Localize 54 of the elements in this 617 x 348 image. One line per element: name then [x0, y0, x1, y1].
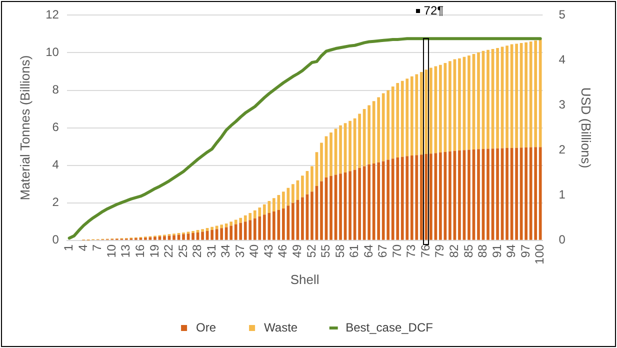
legend-label: Best_case_DCF: [346, 320, 433, 334]
x-tick-label: 22: [162, 244, 176, 258]
legend-label: Ore: [196, 320, 216, 334]
x-tick-label: 76: [418, 244, 432, 258]
x-tick-label: 7: [90, 244, 104, 252]
y-axis-title: Material Tonnes (Billions): [17, 55, 32, 200]
legend-label: Waste: [264, 320, 298, 334]
x-tick-label: 94: [504, 244, 518, 258]
y2-axis-title: USD (Billions): [578, 87, 594, 168]
x-tick-label: 97: [518, 244, 532, 258]
x-tick-label: 73: [404, 244, 418, 258]
x-tick-label: 82: [447, 244, 462, 258]
x-tick-label: 55: [318, 244, 333, 258]
x-tick-label: 1: [62, 244, 76, 252]
x-tick-label: 49: [290, 244, 304, 258]
x-tick-label: 79: [432, 244, 447, 258]
x-tick-label: 43: [261, 244, 276, 258]
x-tick-label: 67: [376, 244, 390, 258]
x-tick-label: 37: [232, 244, 247, 258]
x-tick-label: 100: [532, 244, 547, 264]
x-tick-label: 40: [247, 244, 262, 258]
y-tick-label: 4: [52, 158, 60, 172]
y2-tick-label: 3: [558, 98, 566, 112]
x-tick-label: 88: [476, 244, 490, 258]
x-tick-label: 64: [361, 244, 376, 258]
y-tick-label: 8: [52, 82, 60, 97]
x-tick-label: 85: [461, 244, 476, 258]
y-tick-label: 10: [46, 45, 60, 60]
x-tick-label: 13: [118, 244, 133, 258]
y-tick-label: 2: [52, 195, 60, 210]
x-tick-label: 19: [147, 244, 162, 258]
x-tick-label: 34: [218, 244, 233, 258]
y2-tick-label: 2: [558, 142, 566, 157]
x-tick-label: 52: [304, 244, 318, 258]
y2-tick-label: 4: [558, 52, 566, 67]
x-tick-label: 91: [490, 244, 504, 258]
x-tick-label: 25: [176, 244, 190, 258]
x-tick-label: 10: [104, 244, 118, 258]
annotation: 72¶: [424, 4, 444, 18]
y-tick-label: 6: [52, 120, 60, 134]
y-tick-label: 12: [46, 8, 60, 22]
x-tick-label: 46: [276, 244, 290, 258]
x-tick-label: 31: [204, 244, 218, 258]
y-tick-label: 0: [52, 232, 60, 247]
x-axis-title: Shell: [290, 272, 320, 287]
y2-tick-label: 5: [558, 8, 566, 22]
x-tick-label: 4: [76, 244, 90, 252]
x-tick-label: 61: [347, 244, 362, 258]
x-tick-label: 16: [133, 244, 148, 258]
y2-tick-label: 1: [558, 188, 566, 202]
y2-tick-label: 0: [558, 232, 566, 247]
x-tick-label: 70: [390, 244, 404, 258]
x-tick-label: 28: [190, 244, 204, 258]
x-tick-label: 58: [332, 244, 347, 258]
